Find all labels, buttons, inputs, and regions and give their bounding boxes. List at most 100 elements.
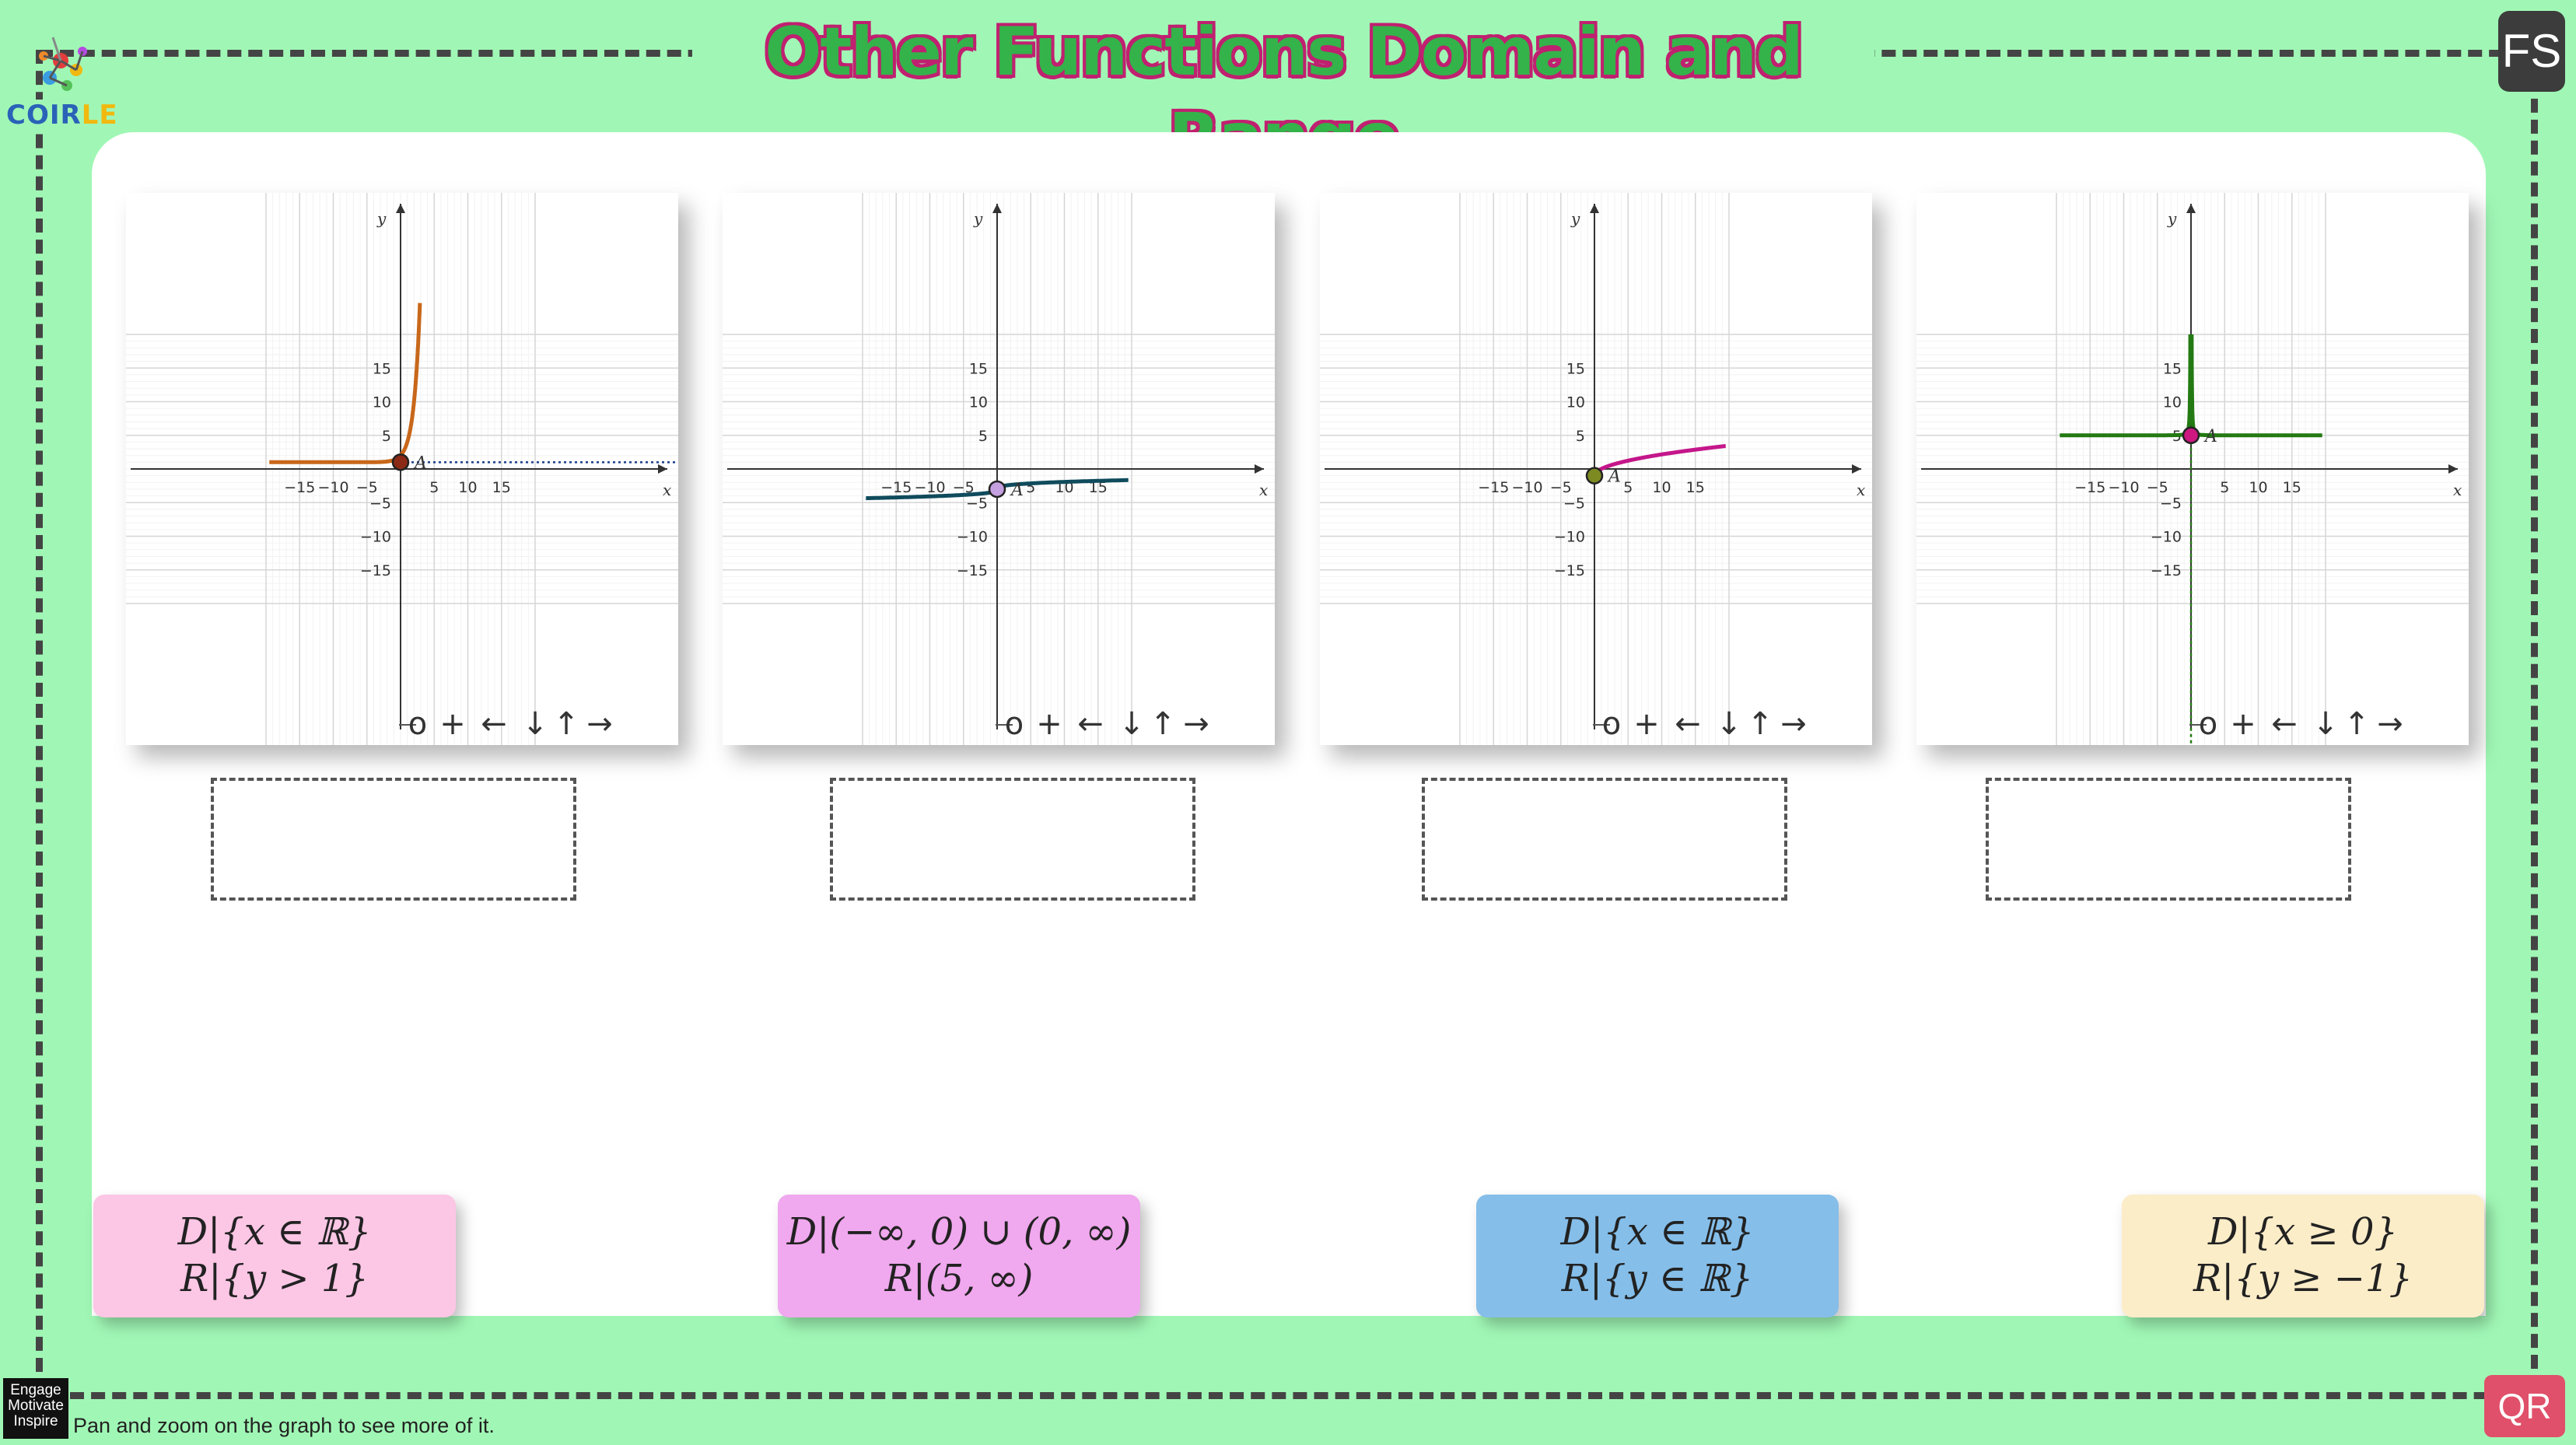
drop-zone-3[interactable] [1422,778,1787,901]
graph-toolbar-button[interactable]: → [1183,706,1209,742]
x-tick-label: −15 [880,479,912,496]
point-a [2182,426,2200,444]
x-tick-label: −10 [1511,479,1542,496]
y-axis-arrow [992,204,1002,213]
y-tick-label: −15 [957,562,988,579]
x-tick-label: 15 [1686,479,1705,496]
drop-zone-1[interactable] [211,778,576,901]
y-tick-label: −10 [957,529,988,546]
y-tick-label: −5 [966,495,988,512]
x-axis-arrow [1255,464,1264,474]
badge-line: Engage [10,1382,61,1398]
graph-toolbar-button[interactable]: o [408,706,427,742]
graph-toolbar-button[interactable]: + [1633,706,1660,742]
point-a-label: A [2203,427,2217,446]
function-curve [2058,334,2193,438]
graph-toolbar-button[interactable]: ↓ [1118,706,1145,742]
function-curve [268,303,422,464]
frame-left [36,50,43,1372]
y-tick-label: 10 [969,394,988,411]
x-tick-label: 10 [2249,479,2267,496]
y-tick-label: 15 [969,360,988,377]
graph-toolbar-button[interactable]: ↑ [1747,706,1773,742]
x-axis-arrow [2448,464,2458,474]
graph-toolbar-button[interactable]: ↓ [1716,706,1742,742]
graph-toolbar-button[interactable]: o [2199,706,2217,742]
x-axis-arrow [1852,464,1861,474]
graph-toolbar-button[interactable]: → [586,706,613,742]
answer-range: R|{y > 1} [180,1257,369,1300]
y-tick-label: 15 [373,360,391,377]
qr-button[interactable]: QR [2484,1375,2565,1437]
x-tick-label: −5 [1550,479,1572,496]
answer-range: R|{y ∈ ℝ} [1561,1257,1754,1300]
graph-toolbar-button[interactable]: → [1780,706,1807,742]
answer-card-2[interactable]: D|(−∞, 0) ∪ (0, ∞) R|(5, ∞) [778,1195,1140,1317]
answer-card-3[interactable]: D|{x ∈ ℝ} R|{y ∈ ℝ} [1476,1195,1839,1317]
y-axis-arrow [2186,204,2196,213]
graph-toolbar-button[interactable]: + [2230,706,2256,742]
graph-toolbar-button[interactable]: ← [1675,706,1701,742]
graph-toolbar-button[interactable]: ↑ [1150,706,1176,742]
y-tick-label: 15 [1566,360,1585,377]
x-axis-arrow [658,464,667,474]
x-tick-label: −10 [2108,479,2139,496]
graph-toolbar-button[interactable]: ↑ [553,706,579,742]
fullscreen-button[interactable]: FS [2498,11,2565,92]
frame-bottom [70,1392,2551,1399]
drop-zone-4[interactable] [1986,778,2351,901]
logo-mark-icon [39,37,87,91]
graph-toolbar-button[interactable]: ← [1077,706,1104,742]
graph-toolbar-button[interactable]: ← [2271,706,2298,742]
drop-zone-2[interactable] [830,778,1195,901]
x-tick-label: −5 [356,479,378,496]
point-a [1585,467,1604,485]
x-tick-label: −15 [2074,479,2105,496]
graph-toolbar-button[interactable]: o [1005,706,1024,742]
graph-toolbar-button[interactable]: ← [481,706,507,742]
x-tick-label: 10 [458,479,477,496]
x-tick-label: 5 [429,479,439,496]
y-axis-label: y [973,209,983,228]
x-tick-label: 5 [1623,479,1633,496]
logo-text: COIRLE [6,100,118,131]
x-tick-label: −15 [1478,479,1509,496]
function-curve [1592,444,1727,477]
y-tick-label: −5 [2160,495,2182,512]
logo [5,16,121,132]
answer-domain: D|{x ∈ ℝ} [177,1210,372,1254]
graph-toolbar-button[interactable]: + [439,706,466,742]
answer-card-4[interactable]: D|{x ≥ 0} R|{y ≥ −1} [2122,1195,2484,1317]
y-tick-label: −10 [2151,529,2182,546]
graph-toolbar-button[interactable]: ↑ [2343,706,2370,742]
graph-toolbar-button[interactable]: + [1036,706,1062,742]
answer-domain: D|(−∞, 0) ∪ (0, ∞) [786,1210,1132,1254]
graph-toolbar-button[interactable]: o [1602,706,1621,742]
point-a-label: A [413,453,427,473]
x-axis-label: x [1857,481,1865,499]
y-tick-label: −5 [1563,495,1585,512]
graph-toolbar-button[interactable]: ↓ [522,706,548,742]
x-tick-label: −5 [2147,479,2168,496]
answer-domain: D|{x ≥ 0} [2207,1210,2399,1254]
x-tick-label: 15 [492,479,511,496]
y-tick-label: 10 [1566,394,1585,411]
answer-card-1[interactable]: D|{x ∈ ℝ} R|{y > 1} [93,1195,456,1317]
y-tick-label: −5 [369,495,391,512]
x-tick-label: −15 [284,479,315,496]
graph-toolbar-button[interactable]: → [2377,706,2403,742]
point-a [391,453,410,471]
y-tick-label: −15 [2151,562,2182,579]
y-axis-label: y [2167,209,2177,228]
x-tick-label: −5 [953,479,975,496]
x-tick-label: 15 [1089,479,1108,496]
graph-toolbar-button[interactable]: ↓ [2312,706,2339,742]
x-axis-label: x [1259,481,1268,499]
